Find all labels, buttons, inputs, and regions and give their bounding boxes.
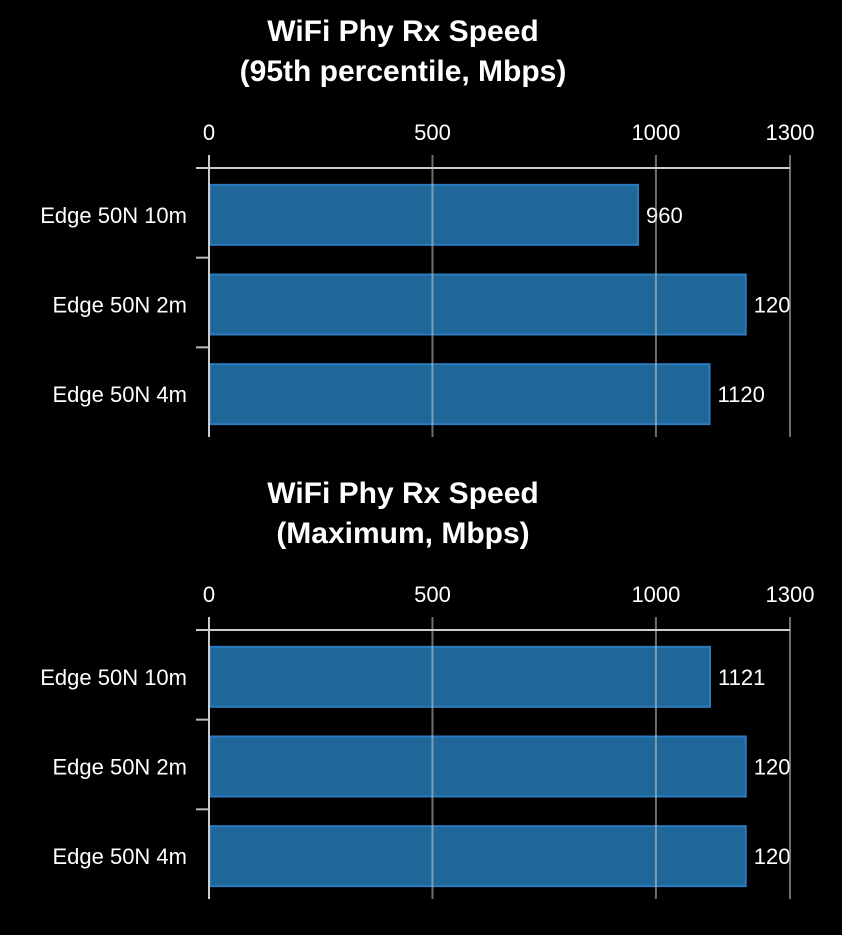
category-label: Edge 50N 2m <box>52 293 187 318</box>
data-label: 960 <box>646 203 683 228</box>
bar <box>209 183 640 246</box>
bar <box>209 735 747 798</box>
category-label: Edge 50N 10m <box>40 203 187 228</box>
data-label: 1120 <box>718 382 765 407</box>
chart-title-line: WiFi Phy Rx Speed <box>267 477 538 510</box>
category-label: Edge 50N 4m <box>52 382 187 407</box>
data-label: 1201 <box>754 293 803 318</box>
chart-title-line: (Maximum, Mbps) <box>276 517 529 550</box>
data-label: 1121 <box>718 665 765 690</box>
bar <box>209 273 747 336</box>
x-tick-label: 1300 <box>766 582 815 607</box>
category-label: Edge 50N 10m <box>40 665 187 690</box>
bar <box>209 363 711 426</box>
x-tick-label: 500 <box>414 120 451 145</box>
bar <box>209 825 747 888</box>
chart-1: WiFi Phy Rx Speed (95th percentile, Mbps)… <box>40 15 814 437</box>
chart-title-line: (95th percentile, Mbps) <box>240 55 567 88</box>
data-label: 1201 <box>754 844 803 869</box>
x-tick-label: 500 <box>414 582 451 607</box>
data-label: 1201 <box>754 755 803 780</box>
category-label: Edge 50N 4m <box>52 844 187 869</box>
x-tick-label: 0 <box>203 120 215 145</box>
chart-2: WiFi Phy Rx Speed (Maximum, Mbps) 1121 Edge… <box>40 477 814 899</box>
x-tick-label: 1000 <box>631 120 680 145</box>
x-tick-label: 1000 <box>631 582 680 607</box>
bar <box>209 645 712 708</box>
chart-title-line: WiFi Phy Rx Speed <box>267 15 538 48</box>
x-tick-label: 1300 <box>766 120 815 145</box>
x-tick-label: 0 <box>203 582 215 607</box>
category-label: Edge 50N 2m <box>52 755 187 780</box>
